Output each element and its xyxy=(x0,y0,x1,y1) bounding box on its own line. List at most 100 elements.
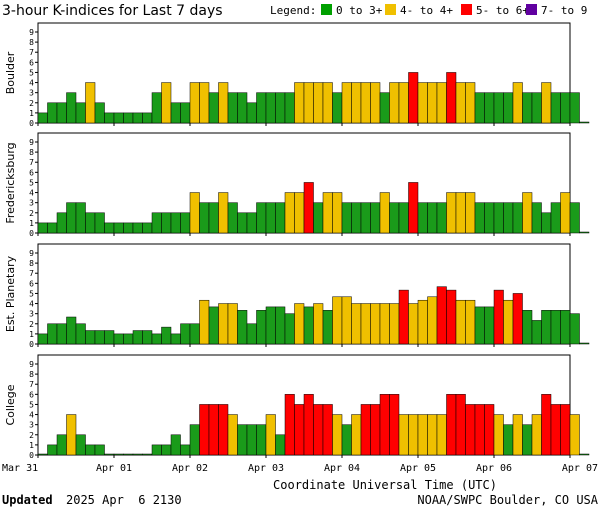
k-index-bar xyxy=(142,222,153,234)
k-index-bar xyxy=(275,434,286,456)
k-index-bar xyxy=(265,414,276,456)
k-index-bar xyxy=(284,313,295,345)
k-index-bar xyxy=(161,326,172,345)
y-tick-label: 4 xyxy=(29,189,34,198)
y-tick-label: 9 xyxy=(29,28,34,37)
k-index-bar xyxy=(351,82,362,124)
legend-swatch-2 xyxy=(461,4,472,15)
k-index-bar xyxy=(360,202,371,234)
k-index-bar xyxy=(104,330,115,345)
legend-entry-0: 0 to 3+ xyxy=(336,4,383,17)
k-index-bar xyxy=(151,333,162,345)
k-index-bar xyxy=(560,404,571,456)
x-tick-label: Apr 05 xyxy=(400,463,436,474)
y-tick-label: 1 xyxy=(29,441,34,450)
k-index-bar xyxy=(123,222,134,234)
k-index-bar xyxy=(522,424,533,456)
k-index-bar xyxy=(189,424,200,456)
k-index-bar xyxy=(170,102,181,124)
k-index-bar xyxy=(189,323,200,345)
panel-title: Fredericksburg xyxy=(4,142,17,223)
k-index-bar xyxy=(484,404,495,456)
y-tick-label: 6 xyxy=(29,279,34,288)
k-index-bar xyxy=(265,92,276,124)
k-index-bar xyxy=(389,394,400,456)
k-index-bar xyxy=(75,323,86,345)
k-index-bar xyxy=(256,424,267,456)
k-index-bar xyxy=(436,82,447,124)
y-tick-label: 4 xyxy=(29,300,34,309)
k-index-bar xyxy=(218,82,229,124)
k-index-bar xyxy=(180,102,191,124)
x-tick-label: Apr 04 xyxy=(324,463,360,474)
y-tick-label: 1 xyxy=(29,330,34,339)
k-index-bar xyxy=(284,92,295,124)
k-index-bar xyxy=(360,303,371,345)
k-index-bar xyxy=(265,306,276,345)
k-index-bar xyxy=(465,192,476,234)
y-tick-label: 5 xyxy=(29,178,34,187)
y-tick-label: 1 xyxy=(29,219,34,228)
y-tick-label: 7 xyxy=(29,48,34,57)
k-index-bar xyxy=(256,92,267,124)
k-index-bar xyxy=(104,453,115,456)
k-index-bar xyxy=(56,102,67,124)
x-tick-label: Apr 07 xyxy=(562,463,598,474)
y-tick-label: 0 xyxy=(29,340,34,349)
k-index-bar xyxy=(303,182,314,234)
k-index-bar xyxy=(199,82,210,124)
k-index-bar xyxy=(322,192,333,234)
k-index-bar xyxy=(75,202,86,234)
k-index-bar xyxy=(47,102,58,124)
k-index-bar xyxy=(237,424,248,456)
k-index-bar xyxy=(332,192,343,234)
legend: Legend: 0 to 3+ 4- to 4+ 5- to 6+ 7- to 9 xyxy=(270,4,587,17)
k-index-bar xyxy=(408,414,419,456)
k-index-bar xyxy=(75,434,86,456)
y-tick-label: 3 xyxy=(29,89,34,98)
k-index-bar xyxy=(474,202,485,234)
k-index-bar xyxy=(569,414,580,456)
k-index-bar xyxy=(503,299,514,345)
k-index-bar xyxy=(579,121,590,124)
k-index-bar xyxy=(66,202,77,234)
y-tick-label: 6 xyxy=(29,58,34,67)
x-tick-label: Mar 31 xyxy=(2,463,38,474)
y-tick-label: 7 xyxy=(29,269,34,278)
k-index-bar xyxy=(522,92,533,124)
k-index-bar xyxy=(569,92,580,124)
k-index-bar xyxy=(151,92,162,124)
k-index-bar xyxy=(199,404,210,456)
k-index-bar xyxy=(56,323,67,345)
k-index-bar xyxy=(208,202,219,234)
k-index-bar xyxy=(227,303,238,345)
k-index-bar xyxy=(275,202,286,234)
k-index-bar xyxy=(199,299,210,345)
k-index-bar xyxy=(446,192,457,234)
k-index-bar xyxy=(275,92,286,124)
k-index-bar xyxy=(94,212,105,234)
k-index-bar xyxy=(484,202,495,234)
k-index-bar xyxy=(56,434,67,456)
k-index-bar xyxy=(484,306,495,345)
k-index-bar xyxy=(560,92,571,124)
k-index-bar xyxy=(408,303,419,345)
y-tick-label: 2 xyxy=(29,209,34,218)
k-index-bar xyxy=(37,222,48,234)
k-index-bar xyxy=(398,202,409,234)
k-index-bar xyxy=(465,404,476,456)
k-index-bar xyxy=(218,192,229,234)
k-index-bar xyxy=(170,212,181,234)
k-index-bar xyxy=(503,92,514,124)
updated-label: Updated xyxy=(2,493,53,507)
k-index-bar xyxy=(132,453,143,456)
k-index-bar xyxy=(75,102,86,124)
k-index-bar xyxy=(560,192,571,234)
k-index-bar xyxy=(351,303,362,345)
k-index-bar xyxy=(303,394,314,456)
k-index-bar xyxy=(503,424,514,456)
k-index-bar xyxy=(37,453,48,456)
k-index-bar xyxy=(208,306,219,345)
